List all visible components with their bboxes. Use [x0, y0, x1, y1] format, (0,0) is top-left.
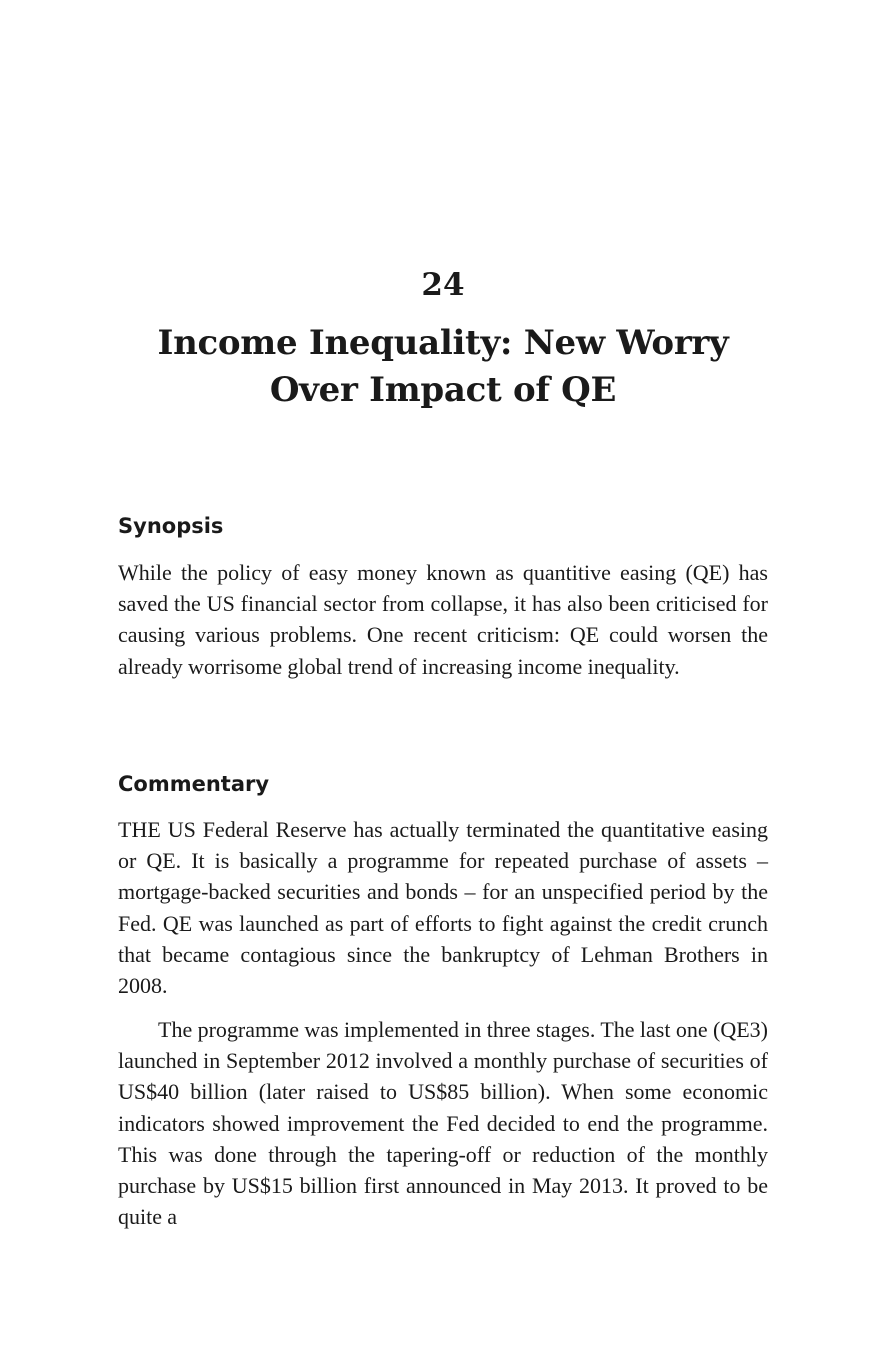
commentary-paragraph-1: THE US Federal Reserve has actually term…: [118, 817, 768, 999]
synopsis-heading: Synopsis: [118, 514, 224, 538]
chapter-title: Income Inequality: New Worry Over Impact…: [157, 323, 729, 410]
chapter-number: 24: [421, 267, 465, 303]
commentary-heading: Commentary: [118, 772, 270, 796]
synopsis-paragraph: While the policy of easy money known as …: [118, 560, 768, 679]
commentary-paragraph-2: The programme was implemented in three s…: [118, 1017, 768, 1230]
